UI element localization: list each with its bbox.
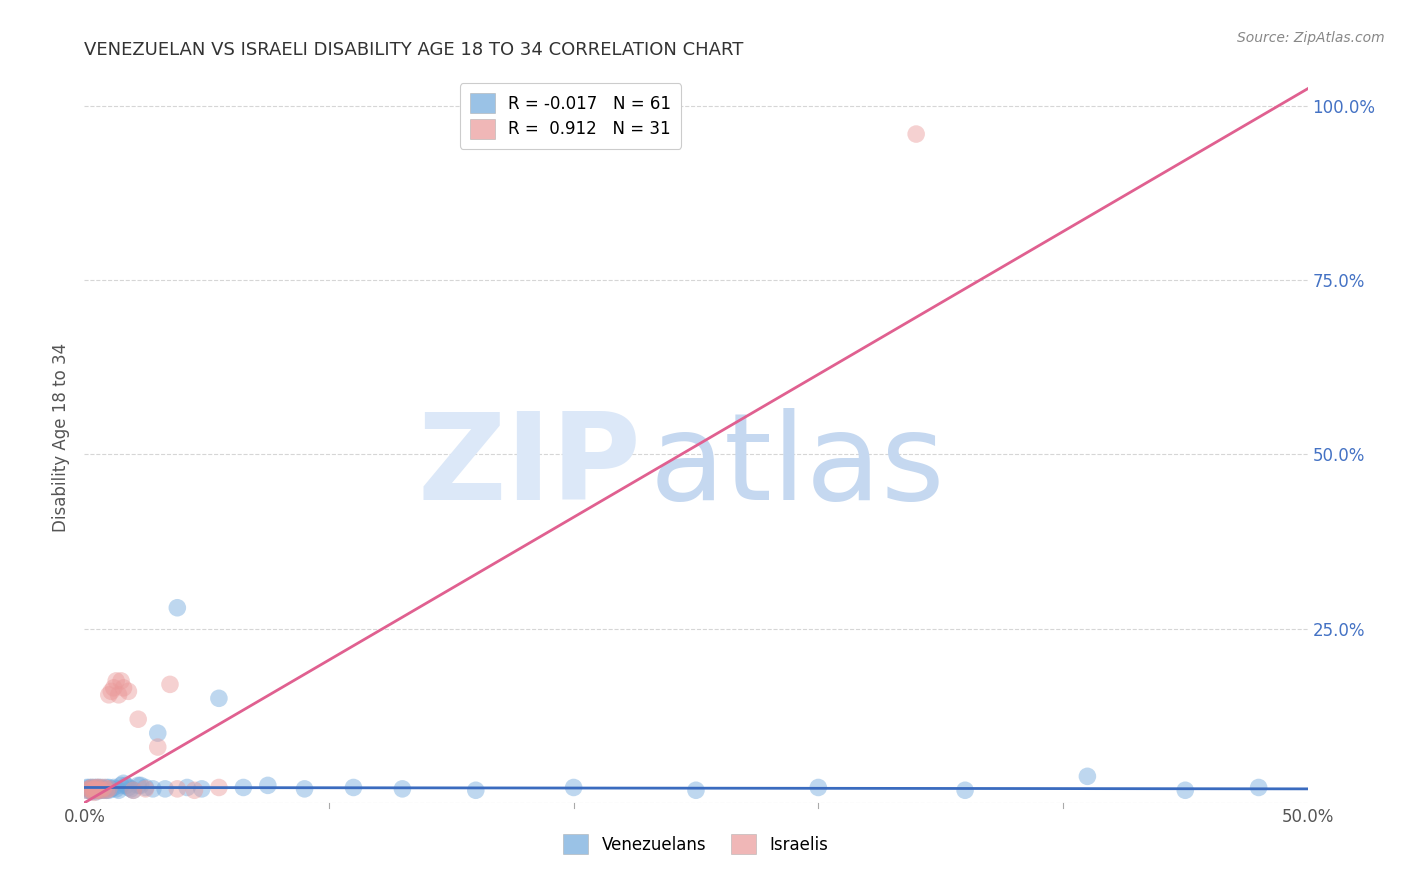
Point (97, 781, 120, 796)
Point (117, 684, 139, 698)
Y-axis label: Disability Age 18 to 34: Disability Age 18 to 34 (52, 343, 70, 532)
Point (90, 783, 112, 797)
Point (127, 778, 149, 792)
Point (208, 780, 231, 795)
Point (83, 785, 105, 799)
Point (953, 783, 976, 797)
Point (80, 783, 103, 797)
Point (90, 781, 112, 796)
Point (146, 726, 169, 740)
Point (122, 783, 145, 797)
Point (117, 780, 139, 795)
Point (80, 780, 103, 795)
Point (129, 778, 152, 792)
Point (1076, 769, 1098, 783)
Point (83, 781, 105, 796)
Point (257, 778, 280, 792)
Point (80, 780, 103, 795)
Text: ZIP: ZIP (418, 408, 641, 524)
Point (208, 691, 231, 706)
Point (1247, 780, 1270, 795)
Point (105, 673, 128, 688)
Point (97, 688, 120, 702)
Point (77, 780, 100, 795)
Point (103, 681, 125, 695)
Point (77, 783, 100, 797)
Point (77, 781, 100, 796)
Text: VENEZUELAN VS ISRAELI DISABILITY AGE 18 TO 34 CORRELATION CHART: VENEZUELAN VS ISRAELI DISABILITY AGE 18 … (84, 41, 744, 59)
Point (76, 783, 98, 797)
Point (183, 783, 205, 797)
Point (232, 780, 254, 795)
Point (103, 780, 125, 795)
Point (90, 783, 112, 797)
Point (110, 673, 132, 688)
Point (83, 780, 105, 795)
Point (86, 785, 108, 799)
Point (100, 781, 122, 796)
Point (77, 781, 100, 796)
Point (105, 781, 128, 796)
Point (294, 781, 316, 796)
Point (93, 780, 115, 795)
Point (90, 780, 112, 795)
Point (107, 783, 129, 797)
Text: atlas: atlas (650, 408, 945, 524)
Point (83, 783, 105, 797)
Point (905, 127, 928, 141)
Point (110, 778, 132, 792)
Point (96, 780, 118, 795)
Point (166, 781, 188, 796)
Point (87, 780, 110, 795)
Point (112, 776, 135, 790)
Point (685, 783, 707, 797)
Text: Source: ZipAtlas.com: Source: ZipAtlas.com (1237, 31, 1385, 45)
Point (166, 600, 188, 615)
Point (159, 677, 181, 691)
Point (127, 712, 149, 726)
Point (87, 783, 110, 797)
Point (115, 778, 138, 792)
Point (96, 783, 118, 797)
Point (1174, 783, 1197, 797)
Point (76, 780, 98, 795)
Point (807, 780, 830, 795)
Legend: Venezuelans, Israelis: Venezuelans, Israelis (557, 828, 835, 860)
Point (107, 688, 129, 702)
Point (153, 781, 176, 796)
Point (97, 783, 120, 797)
Point (122, 783, 145, 797)
Point (83, 781, 105, 796)
Point (86, 783, 108, 797)
Point (391, 781, 413, 796)
Point (97, 780, 120, 795)
Point (135, 781, 157, 796)
Point (342, 780, 364, 795)
Point (464, 783, 486, 797)
Point (112, 681, 135, 695)
Point (87, 783, 110, 797)
Point (80, 783, 103, 797)
Point (146, 740, 169, 755)
Point (76, 783, 98, 797)
Point (80, 781, 103, 796)
Point (86, 780, 108, 795)
Point (80, 785, 103, 799)
Point (96, 783, 118, 797)
Point (87, 780, 110, 795)
Point (142, 781, 165, 796)
Point (86, 781, 108, 796)
Point (86, 780, 108, 795)
Point (87, 781, 110, 796)
Point (176, 780, 198, 795)
Point (93, 781, 115, 796)
Point (120, 781, 142, 796)
Point (86, 783, 108, 797)
Point (100, 684, 122, 698)
Point (562, 780, 585, 795)
Point (135, 780, 157, 795)
Point (93, 783, 115, 797)
Point (191, 781, 214, 796)
